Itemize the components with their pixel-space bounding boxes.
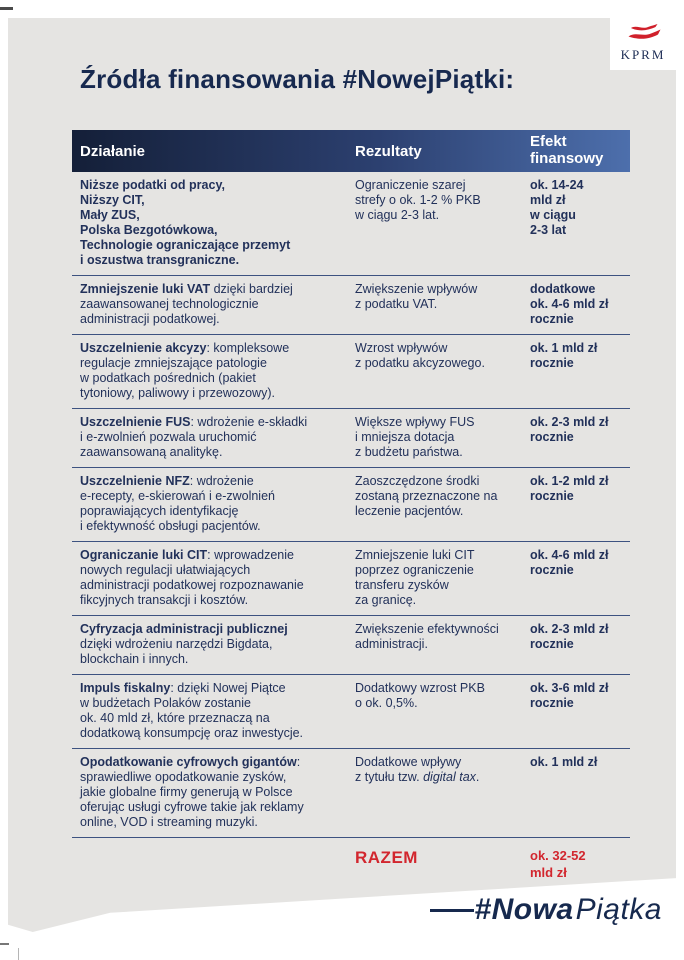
action-rest-text: : kompleksowe regulacje zmniejszające pa…: [80, 341, 290, 400]
action-bold-text: Impuls fiskalny: [80, 681, 171, 695]
cell-action: Niższe podatki od pracy, Niższy CIT, Mał…: [80, 178, 355, 268]
result-text: Dodatkowy wzrost PKB o ok. 0,5%.: [355, 681, 485, 710]
table-row: Cyfryzacja administracji publicznej dzię…: [72, 616, 630, 675]
cell-result: Dodatkowe wpływy z tytułu tzw. digital t…: [355, 755, 530, 830]
action-rest-text: : wprowadzenie nowych regulacji ułatwiaj…: [80, 548, 304, 607]
crop-mark: [0, 943, 9, 945]
crop-mark: [18, 948, 19, 960]
total-value: ok. 32-52 mld zł: [530, 848, 586, 880]
cell-result: Zaoszczędzone środki zostaną przeznaczon…: [355, 474, 530, 534]
cell-action: Zmniejszenie luki VAT dzięki bardziej za…: [80, 282, 355, 327]
result-italic-text: digital tax: [423, 770, 476, 784]
result-suffix-text: .: [475, 770, 480, 784]
table-row: Zmniejszenie luki VAT dzięki bardziej za…: [72, 276, 630, 335]
cell-action: Uszczelnienie FUS: wdrożenie e-składki i…: [80, 415, 355, 460]
cell-effect: ok. 2-3 mld zł rocznie: [530, 622, 609, 651]
table-row: Uszczelnienie akcyzy: kompleksowe regula…: [72, 335, 630, 409]
table-row: Niższe podatki od pracy, Niższy CIT, Mał…: [72, 172, 630, 276]
cell-effect: ok. 2-3 mld zł rocznie: [530, 415, 609, 444]
cell-action: Ograniczanie luki CIT: wprowadzenie nowy…: [80, 548, 355, 608]
result-text: Ograniczenie szarej strefy o ok. 1-2 % P…: [355, 178, 481, 222]
action-bold-text: Cyfryzacja administracji publicznej: [80, 622, 288, 636]
page-title: Źródła finansowania #NowejPiątki:: [80, 64, 515, 94]
result-text: Wzrost wpływów z podatku akcyzowego.: [355, 341, 485, 370]
cell-action: Impuls fiskalny: dzięki Nowej Piątce w b…: [80, 681, 355, 741]
content-panel: KPRM Źródła finansowania #NowejPiątki: D…: [8, 18, 676, 932]
cell-effect: ok. 3-6 mld zł rocznie: [530, 681, 609, 710]
cell-result: Ograniczenie szarej strefy o ok. 1-2 % P…: [355, 178, 530, 268]
table-header-row: Działanie Rezultaty Efekt finansowy: [72, 130, 630, 172]
action-rest-text: dzięki bardziej zaawansowanej technologi…: [80, 282, 293, 326]
crop-mark: [0, 7, 13, 10]
column-header-efekt-finansowy: Efekt finansowy: [530, 133, 604, 167]
cell-result: Dodatkowy wzrost PKB o ok. 0,5%.: [355, 681, 530, 741]
action-bold-text: Zmniejszenie luki VAT: [80, 282, 211, 296]
cell-effect: ok. 14-24 mld zł w ciągu 2-3 lat: [530, 178, 584, 237]
cell-effect: ok. 1-2 mld zł rocznie: [530, 474, 609, 503]
action-rest-text: : dzięki Nowej Piątce w budżetach Polakó…: [80, 681, 304, 740]
action-bold-text: Opodatkowanie cyfrowych gigantów: [80, 755, 297, 769]
action-rest-text: : wdrożenie e-recepty, e-skierowań i e-z…: [80, 474, 275, 533]
column-header-dzialanie: Działanie: [80, 142, 146, 160]
nowa-piatka-wordmark: #Nowa Piątka: [430, 895, 662, 925]
cell-result: Większe wpływy FUS i mniejsza dotacja z …: [355, 415, 530, 460]
cell-action: Opodatkowanie cyfrowych gigantów: sprawi…: [80, 755, 355, 830]
action-bold-text: Niższe podatki od pracy, Niższy CIT, Mał…: [80, 178, 291, 267]
polish-flag-icon: [628, 24, 661, 39]
action-bold-text: Uszczelnienie NFZ: [80, 474, 190, 488]
cell-effect: ok. 1 mld zł: [530, 755, 598, 769]
column-header-rezultaty: Rezultaty: [355, 142, 422, 160]
cell-action: Uszczelnienie NFZ: wdrożenie e-recepty, …: [80, 474, 355, 534]
table-row: Ograniczanie luki CIT: wprowadzenie nowy…: [72, 542, 630, 616]
action-bold-text: Ograniczanie luki CIT: [80, 548, 208, 562]
cell-result: Zwiększenie efektywności administracji.: [355, 622, 530, 667]
table-row: Uszczelnienie NFZ: wdrożenie e-recepty, …: [72, 468, 630, 542]
table-row: Opodatkowanie cyfrowych gigantów: sprawi…: [72, 749, 630, 838]
table-row: Impuls fiskalny: dzięki Nowej Piątce w b…: [72, 675, 630, 749]
cell-effect: ok. 4-6 mld zł rocznie: [530, 548, 609, 577]
table-row: Uszczelnienie FUS: wdrożenie e-składki i…: [72, 409, 630, 468]
result-text: Zmniejszenie luki CIT poprzez ograniczen…: [355, 548, 475, 607]
financing-table: Działanie Rezultaty Efekt finansowy Niżs…: [72, 130, 630, 882]
total-spacer: [80, 848, 355, 882]
total-label: RAZEM: [355, 848, 418, 867]
cell-result: Wzrost wpływów z podatku akcyzowego.: [355, 341, 530, 401]
result-text: Zwiększenie wpływów z podatku VAT.: [355, 282, 478, 311]
table-body: Niższe podatki od pracy, Niższy CIT, Mał…: [72, 172, 630, 838]
wordmark-bold-text: #Nowa: [474, 893, 574, 926]
wordmark-light-text: Piątka: [575, 893, 662, 926]
cell-effect: ok. 1 mld zł rocznie: [530, 341, 598, 370]
result-text: Większe wpływy FUS i mniejsza dotacja z …: [355, 415, 475, 459]
cell-result: Zwiększenie wpływów z podatku VAT.: [355, 282, 530, 327]
wordmark-dash: [430, 908, 475, 912]
cell-effect: dodatkowe ok. 4-6 mld zł rocznie: [530, 282, 609, 326]
result-text: Dodatkowe wpływy z tytułu tzw.: [355, 755, 462, 784]
total-row: RAZEM ok. 32-52 mld zł: [72, 838, 630, 882]
result-text: Zaoszczędzone środki zostaną przeznaczon…: [355, 474, 498, 518]
cell-action: Cyfryzacja administracji publicznej dzię…: [80, 622, 355, 667]
result-text: Zwiększenie efektywności administracji.: [355, 622, 499, 651]
action-bold-text: Uszczelnienie akcyzy: [80, 341, 207, 355]
action-rest-text: : wdrożenie e-składki i e-zwolnień pozwa…: [80, 415, 308, 459]
kprm-logo: KPRM: [610, 18, 676, 70]
action-rest-text: : sprawiedliwe opodatkowanie zysków, jak…: [80, 755, 304, 829]
action-bold-text: Uszczelnienie FUS: [80, 415, 191, 429]
cell-result: Zmniejszenie luki CIT poprzez ograniczen…: [355, 548, 530, 608]
action-rest-text: dzięki wdrożeniu narzędzi Bigdata, block…: [80, 637, 273, 666]
kprm-logo-text: KPRM: [620, 47, 666, 62]
cell-action: Uszczelnienie akcyzy: kompleksowe regula…: [80, 341, 355, 401]
